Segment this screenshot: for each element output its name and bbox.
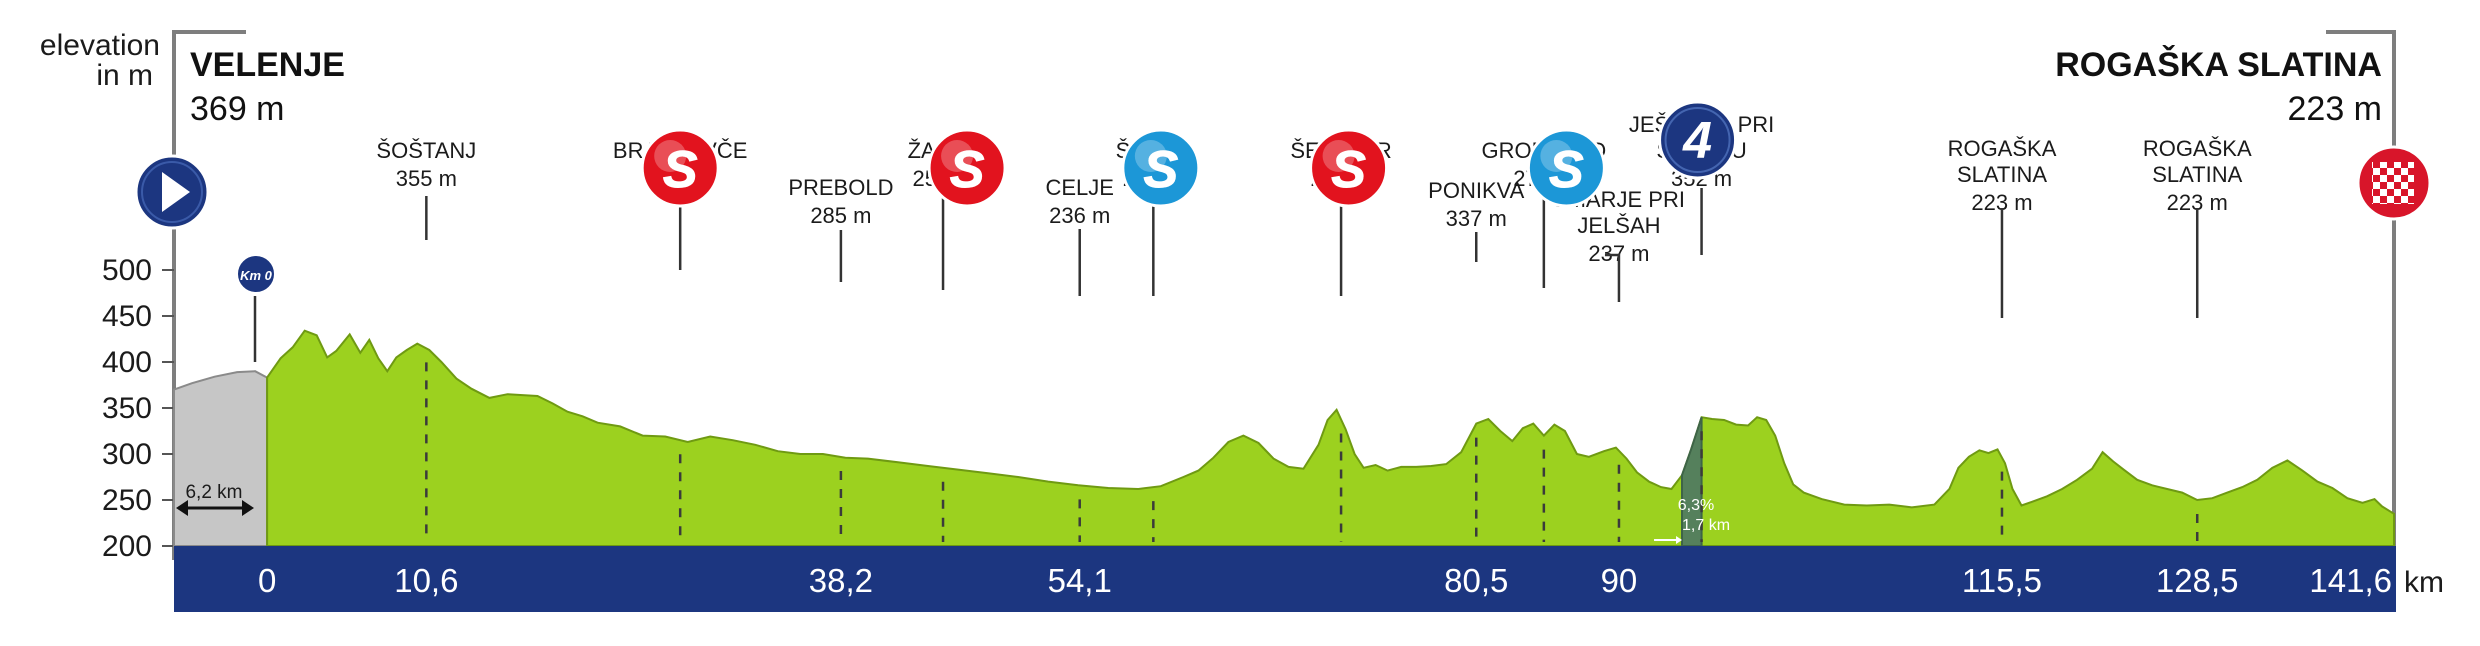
elevation-profile: [173, 329, 2395, 547]
sprint-marker-icon: S: [1309, 128, 1389, 208]
place-elevation: 285 m: [810, 203, 871, 228]
place-name: PONIKVA: [1428, 178, 1525, 203]
sprint-marker-label: S: [1331, 141, 1366, 199]
climb-category-circle: [1658, 100, 1738, 180]
km-tick-label: 38,2: [809, 562, 873, 599]
km-ticks: 0 10,6 38,2 54,1 80,5 90 115,5 128,5 141,6: [258, 562, 2392, 599]
place-elevation: 236 m: [1049, 203, 1110, 228]
y-axis-label-line2: in m: [96, 59, 153, 92]
place-name: ROGAŠKA: [2143, 136, 2252, 161]
place-leader-line: [1604, 253, 1621, 302]
sprint-marker-circle: [1309, 128, 1389, 208]
sprint-marker-shine: [1322, 140, 1355, 172]
climb-gradient-label: 6,3%: [1678, 497, 1714, 514]
km-tick-label: 128,5: [2156, 562, 2239, 599]
x-axis-unit: km: [2404, 566, 2444, 599]
km0-badge: Km 0: [236, 254, 276, 294]
sprint-marker-icon: S: [1526, 128, 1606, 208]
climb-markers: 4 6,3% 1,7 km: [1654, 100, 1738, 544]
y-tick-label: 300: [102, 438, 152, 471]
sprint-marker-label: S: [950, 141, 985, 199]
km0-label: Km 0: [240, 268, 273, 283]
sprint-marker-shine: [1540, 140, 1573, 172]
place-dashes: [425, 362, 2199, 542]
km-tick-label: 115,5: [1962, 562, 2042, 599]
start-name: VELENJE: [190, 46, 345, 84]
sprint-marker-icon: S: [927, 128, 1007, 208]
place-name: ŠOŠTANJ: [376, 138, 476, 163]
sprint-marker-icon: S: [640, 128, 720, 208]
place-name: ROGAŠKA: [1948, 136, 2057, 161]
km-tick-label: 10,6: [394, 562, 458, 599]
place-name: SLATINA: [2152, 162, 2242, 187]
sprint-marker-circle: [927, 128, 1007, 208]
sprint-marker-label: S: [663, 141, 698, 199]
sprint-marker-shine: [941, 140, 974, 172]
sprint-marker-circle: [1526, 128, 1606, 208]
km-tick-label: 0: [258, 562, 276, 599]
start-icon: [134, 154, 210, 230]
place-name: PREBOLD: [788, 175, 893, 200]
km-tick-label: 141,6: [2309, 562, 2392, 599]
sprint-marker-shine: [1134, 140, 1167, 172]
y-tick-label: 450: [102, 300, 152, 333]
start-elevation: 369 m: [190, 90, 285, 128]
climb-category-ring: [1664, 107, 1731, 173]
place-name: SLATINA: [1957, 162, 2047, 187]
finish-name: ROGAŠKA SLATINA: [2055, 45, 2382, 84]
y-tick-label: 500: [102, 254, 152, 287]
sprint-marker-circle: [1121, 128, 1201, 208]
sprint-marker-icon: S: [1121, 128, 1201, 208]
y-axis-ticks: 500 450 400 350 300 250 200: [102, 254, 174, 563]
finish-bracket: [2326, 30, 2396, 180]
start-bracket: [172, 30, 246, 160]
y-axis-label-line1: elevation: [40, 29, 160, 62]
sprint-marker-label: S: [1143, 141, 1178, 199]
km-tick-label: 90: [1601, 562, 1638, 599]
climb-category-icon: 4: [1658, 100, 1738, 180]
y-tick-label: 350: [102, 392, 152, 425]
place-elevation: 337 m: [1446, 206, 1507, 231]
neutral-zone-annotation: 6,2 km: [176, 482, 254, 516]
climb-category-label: 4: [1682, 112, 1712, 170]
y-tick-label: 200: [102, 530, 152, 563]
finish-flag-icon: [2356, 145, 2432, 221]
y-tick-label: 400: [102, 346, 152, 379]
km-tick-label: 80,5: [1444, 562, 1508, 599]
place-name: CELJE: [1045, 175, 1113, 200]
race-profile-area: [266, 329, 2395, 547]
neutral-zone-label: 6,2 km: [185, 482, 242, 503]
finish-elevation: 223 m: [2288, 90, 2383, 128]
neutral-zone-area: [173, 370, 269, 547]
climb-length-label: 1,7 km: [1682, 517, 1730, 534]
km-axis-bar: [174, 546, 2396, 612]
sprint-marker-shine: [654, 140, 687, 172]
y-tick-label: 250: [102, 484, 152, 517]
km-tick-label: 54,1: [1048, 562, 1112, 599]
climb-length-arrowhead: [1676, 536, 1683, 544]
place-name: JELŠAH: [1577, 213, 1660, 238]
place-elevation: 355 m: [396, 166, 457, 191]
sprint-marker-circle: [640, 128, 720, 208]
sprint-marker-label: S: [1549, 141, 1584, 199]
